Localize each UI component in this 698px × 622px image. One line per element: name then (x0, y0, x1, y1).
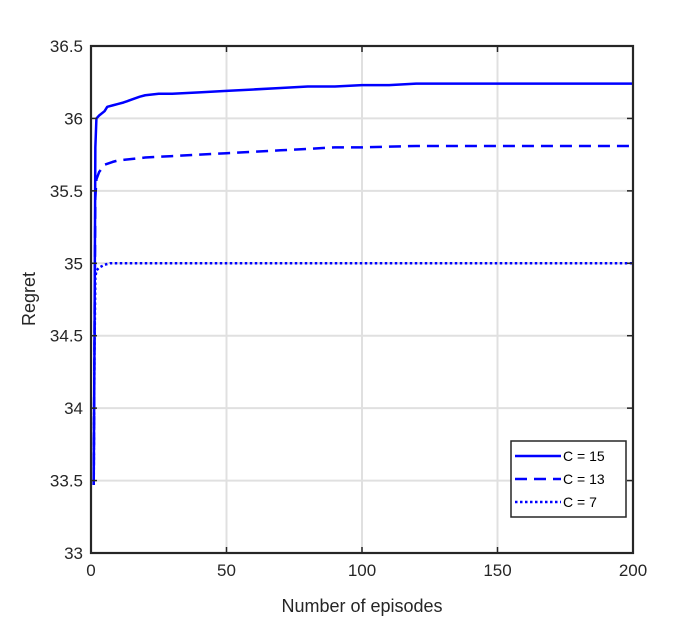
axis-ticks: 0 50 100 150 200 33 33.5 34 34.5 35 35.5 36 36.5 (50, 37, 647, 580)
grid-lines (91, 46, 633, 553)
legend-label-c-13: C = 13 (563, 471, 605, 487)
y-tick-label: 35.5 (50, 182, 83, 201)
x-tick-label: 150 (483, 561, 511, 580)
legend: C = 15 C = 13 C = 7 (510, 440, 627, 518)
y-tick-label: 34.5 (50, 327, 83, 346)
y-tick-label: 36.5 (50, 37, 83, 56)
legend-box (510, 440, 627, 518)
y-axis-label: Regret (19, 272, 39, 326)
y-tick-label: 35 (64, 254, 83, 273)
y-tick-label: 33.5 (50, 472, 83, 491)
legend-label-c-7: C = 7 (563, 494, 597, 510)
x-tick-label: 0 (86, 561, 95, 580)
series-line-c-7 (92, 262, 633, 485)
x-axis-label: Number of episodes (281, 596, 442, 616)
y-tick-label: 34 (64, 399, 83, 418)
x-tick-label: 200 (619, 561, 647, 580)
series-line-c-15 (92, 82, 633, 485)
x-tick-label: 50 (217, 561, 236, 580)
series-layer (92, 82, 633, 485)
series-line-c-13 (92, 144, 633, 485)
y-tick-label: 33 (64, 544, 83, 563)
x-tick-label: 100 (348, 561, 376, 580)
legend-label-c-15: C = 15 (563, 448, 605, 464)
y-tick-label: 36 (64, 109, 83, 128)
